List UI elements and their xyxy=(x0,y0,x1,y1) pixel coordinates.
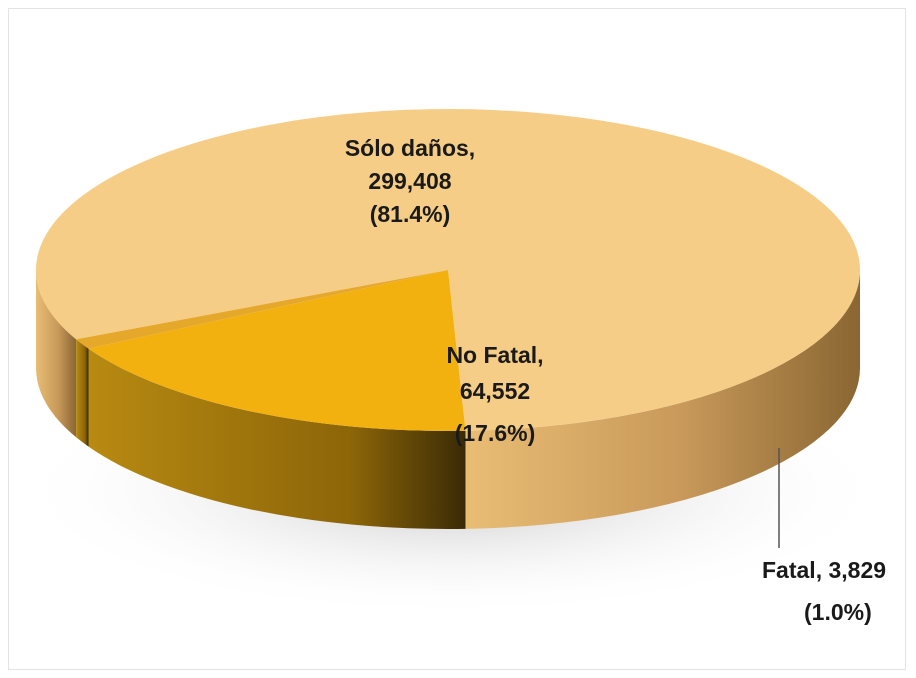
slice-percent: (17.6%) xyxy=(454,420,536,446)
slice-value: 299,408 xyxy=(368,168,452,194)
slice-name: No Fatal xyxy=(446,342,538,368)
pie-slice-no-fatal xyxy=(88,270,466,431)
slice-label-fatal: Fatal, 3,829 (1.0%) xyxy=(762,549,916,633)
pie-side-solo-danos xyxy=(36,270,77,438)
slice-label-solo-danos: Sólo daños, 299,408 (81.4%) xyxy=(300,132,520,231)
slice-value: 3,829 xyxy=(828,557,887,583)
slice-percent: (1.0%) xyxy=(804,599,872,625)
slice-name: Sólo daños xyxy=(344,135,469,161)
pie-slice-solo-danos xyxy=(35,109,860,431)
slice-percent: (81.4%) xyxy=(369,201,451,227)
slice-label-no-fatal: No Fatal, 64,552 (17.6%) xyxy=(395,337,595,451)
slice-name: Fatal xyxy=(762,557,816,583)
pie-slice-fatal xyxy=(76,270,449,349)
slice-value: 64,552 xyxy=(459,378,531,404)
pie-side-fatal xyxy=(76,339,89,447)
pie-side-no-fatal xyxy=(88,348,466,529)
pie-side-solo-danos xyxy=(465,270,860,529)
